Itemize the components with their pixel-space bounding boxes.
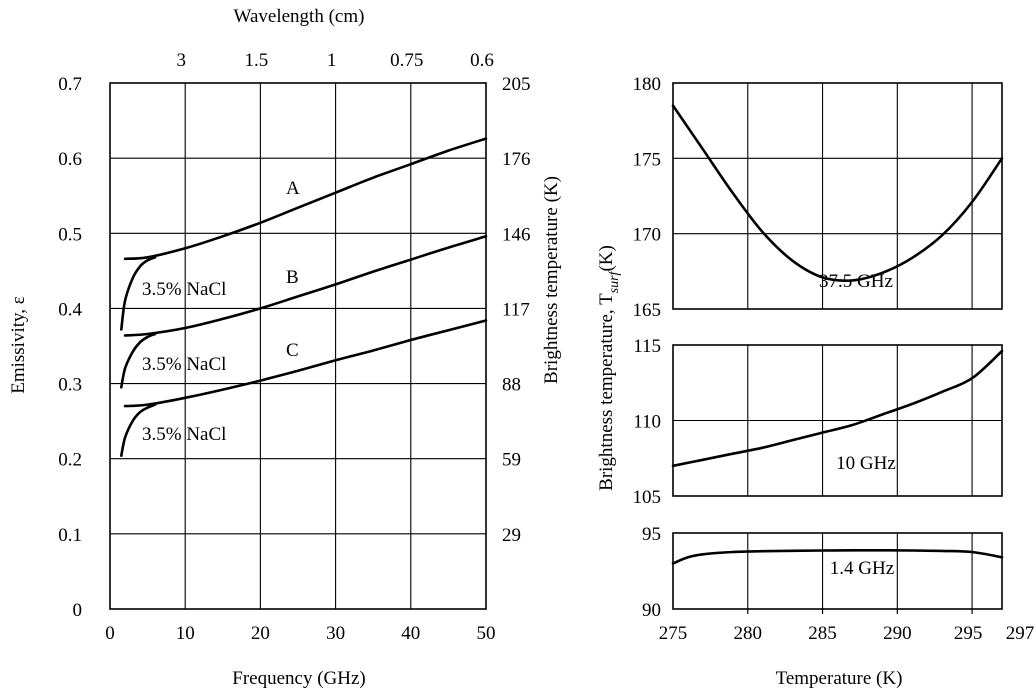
left-series (120, 137, 488, 457)
x-tick-label: 10 (176, 623, 195, 644)
series-line-2 (123, 319, 488, 408)
right-x-axis-label: Temperature (K) (776, 668, 903, 689)
series-line-3 (120, 256, 157, 331)
x-tick-label: 0 (105, 623, 115, 644)
emissivity-frequency-chart: 0 10 20 30 40 50 0 0.1 0.2 0.3 0.4 0.5 0.6 0.7 29 59 88 1… (8, 6, 562, 689)
top-tick-label: 1 (327, 50, 337, 71)
panel-frame (672, 532, 1003, 610)
y-tick-label: 0.5 (58, 224, 82, 245)
y-right-tick-label: 205 (502, 74, 531, 95)
left-tick-labels: 0 10 20 30 40 50 0 0.1 0.2 0.3 0.4 0.5 0.6 0.7 29 59 88 1… (58, 50, 530, 644)
x-tick-label: 30 (326, 623, 345, 644)
panel-y-tick-label: 165 (633, 300, 662, 321)
right-x-tick-label: 275 (659, 623, 688, 644)
y-right-tick-label: 29 (502, 525, 521, 546)
panel-label-1-4: 1.4 GHz (830, 558, 894, 579)
series-line-0 (123, 137, 488, 261)
series-line-4 (120, 332, 157, 389)
x-tick-label: 40 (401, 623, 420, 644)
ylabel-subscript: surf (607, 269, 622, 293)
right-tick-labels: 165 170 175 180 105 110 115 90 95 275 280 285 290 295… (633, 74, 1035, 644)
top-axis-label: Wavelength (cm) (234, 6, 365, 27)
right-x-tick-label: 290 (883, 623, 912, 644)
panel-frame (672, 82, 1003, 310)
y-tick-label: 0.2 (58, 450, 82, 471)
y-axis-label: Emissivity, ε (8, 296, 29, 394)
right-y-axis-label-temp: Brightness temperature, Tsurf(K) (596, 245, 622, 491)
panel-y-tick-label: 115 (633, 336, 661, 357)
annotation-a: A (286, 178, 300, 199)
panel-series-line (671, 349, 1004, 468)
annotation-nacl-b: 3.5% NaCl (142, 354, 226, 375)
panel-label-10: 10 GHz (836, 453, 896, 474)
top-tick-label: 0.6 (470, 50, 494, 71)
y-tick-label: 0.3 (58, 375, 82, 396)
annotation-c: C (286, 340, 299, 361)
y-tick-label: 0.4 (58, 299, 82, 320)
brightness-temperature-chart: 165 170 175 180 105 110 115 90 95 275 280 285 290 295… (596, 74, 1034, 689)
panel-y-tick-label: 110 (633, 412, 661, 433)
y-right-tick-label: 117 (502, 299, 530, 320)
right-y-axis-label: Brightness temperature (K) (541, 176, 562, 384)
y-right-tick-label: 176 (502, 149, 531, 170)
y-tick-label: 0.6 (58, 149, 82, 170)
x-axis-label: Frequency (GHz) (232, 668, 365, 689)
y-tick-label: 0.7 (58, 74, 82, 95)
y-right-tick-label: 59 (502, 450, 521, 471)
left-plot-frame (109, 82, 487, 610)
panel-series-line (671, 548, 1004, 565)
ylabel-suffix: (K) (596, 245, 617, 271)
panel-y-tick-label: 180 (633, 74, 662, 95)
top-tick-label: 3 (176, 50, 186, 71)
x-tick-label: 20 (251, 623, 270, 644)
right-x-tick-label: 280 (734, 623, 763, 644)
panel-y-tick-label: 105 (633, 487, 662, 508)
panel-y-tick-label: 90 (642, 600, 661, 621)
right-series (671, 104, 1004, 565)
x-tick-label: 50 (477, 623, 496, 644)
y-tick-label: 0 (73, 600, 83, 621)
series-line-5 (120, 403, 157, 457)
y-right-tick-label: 88 (502, 375, 521, 396)
annotation-b: B (286, 267, 299, 288)
top-tick-label: 1.5 (245, 50, 269, 71)
y-tick-label: 0.1 (58, 525, 82, 546)
right-panel-frames (672, 82, 1003, 610)
series-line-1 (123, 235, 488, 337)
ylabel-main: Brightness temperature, T (596, 293, 617, 491)
panel-y-tick-label: 170 (633, 225, 662, 246)
right-x-tick-label: 297 (1006, 623, 1035, 644)
annotation-nacl-a: 3.5% NaCl (142, 279, 226, 300)
panel-frame (672, 344, 1003, 497)
right-x-tick-label: 295 (954, 623, 983, 644)
top-tick-label: 0.75 (390, 50, 423, 71)
panel-label-37: 37.5 GHz (819, 271, 893, 292)
annotation-nacl-c: 3.5% NaCl (142, 424, 226, 445)
y-right-tick-label: 146 (502, 224, 531, 245)
right-x-tick-label: 285 (808, 623, 837, 644)
left-grid (110, 83, 486, 609)
right-grid (673, 83, 1002, 614)
panel-y-tick-label: 95 (642, 524, 661, 545)
panel-series-line (671, 104, 1004, 282)
panel-y-tick-label: 175 (633, 149, 662, 170)
